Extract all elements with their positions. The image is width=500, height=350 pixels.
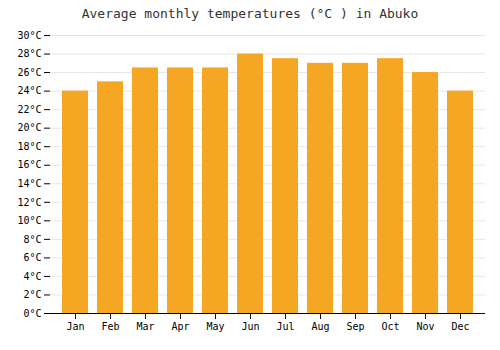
svg-text:0°C: 0°C (23, 308, 41, 319)
svg-text:22°C: 22°C (17, 104, 41, 115)
svg-text:Jul: Jul (276, 321, 294, 332)
svg-text:30°C: 30°C (17, 30, 41, 41)
svg-text:2°C: 2°C (23, 289, 41, 300)
svg-text:12°C: 12°C (17, 197, 41, 208)
svg-text:6°C: 6°C (23, 252, 41, 263)
svg-text:28°C: 28°C (17, 48, 41, 59)
svg-text:Nov: Nov (416, 321, 434, 332)
svg-text:Jun: Jun (241, 321, 259, 332)
svg-text:Jan: Jan (66, 321, 84, 332)
svg-text:Feb: Feb (101, 321, 119, 332)
svg-text:16°C: 16°C (17, 159, 41, 170)
svg-text:4°C: 4°C (23, 271, 41, 282)
svg-text:24°C: 24°C (17, 85, 41, 96)
svg-text:26°C: 26°C (17, 67, 41, 78)
svg-text:18°C: 18°C (17, 141, 41, 152)
svg-text:14°C: 14°C (17, 178, 41, 189)
svg-text:Apr: Apr (171, 321, 189, 332)
svg-text:Mar: Mar (136, 321, 154, 332)
svg-text:Oct: Oct (381, 321, 399, 332)
svg-text:Sep: Sep (346, 321, 364, 332)
svg-text:Aug: Aug (311, 321, 329, 332)
svg-text:8°C: 8°C (23, 234, 41, 245)
svg-text:10°C: 10°C (17, 215, 41, 226)
svg-text:May: May (206, 321, 224, 332)
svg-text:20°C: 20°C (17, 122, 41, 133)
svg-text:Dec: Dec (451, 321, 469, 332)
html-text:Average monthly temperatures (: Average monthly temperatures (°C ) in Ab… (81, 6, 419, 21)
